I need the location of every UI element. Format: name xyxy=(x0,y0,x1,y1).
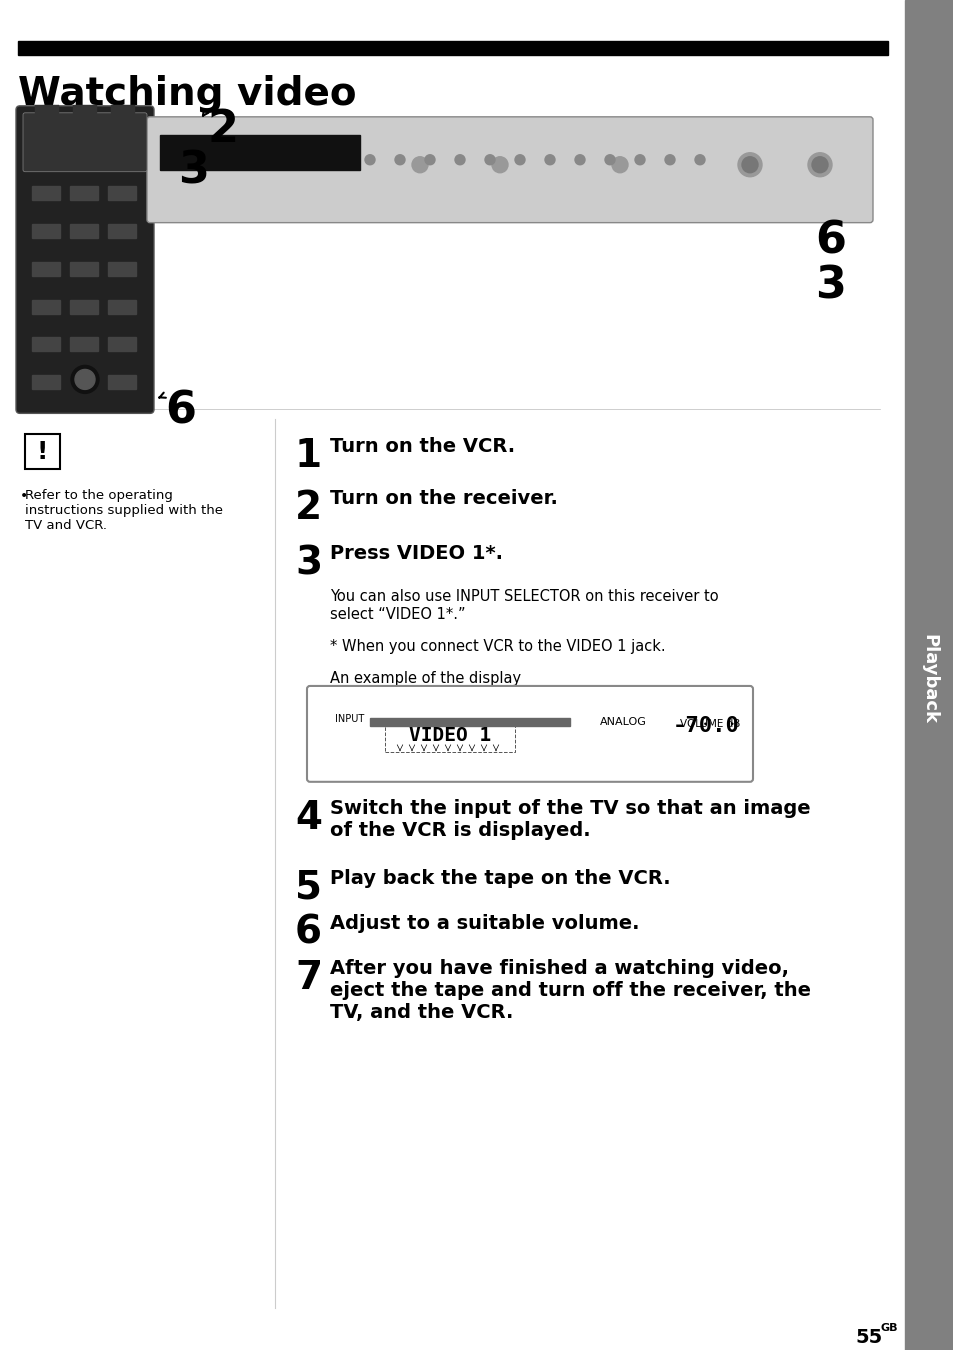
Bar xyxy=(32,338,60,352)
Text: !: ! xyxy=(36,441,48,464)
Bar xyxy=(160,135,359,170)
Text: 3: 3 xyxy=(814,265,845,308)
Text: •: • xyxy=(20,489,29,503)
Circle shape xyxy=(71,365,99,393)
Bar xyxy=(73,135,97,145)
Text: 5: 5 xyxy=(294,869,322,907)
Text: VOLUME dB: VOLUME dB xyxy=(679,719,740,729)
Bar xyxy=(108,376,136,389)
FancyBboxPatch shape xyxy=(307,685,752,781)
Circle shape xyxy=(412,157,428,173)
Circle shape xyxy=(738,153,761,177)
Circle shape xyxy=(612,157,627,173)
FancyBboxPatch shape xyxy=(16,105,153,414)
Bar xyxy=(70,300,98,314)
Text: 2: 2 xyxy=(294,489,322,527)
Circle shape xyxy=(395,154,405,165)
Bar xyxy=(70,223,98,238)
Circle shape xyxy=(811,157,827,173)
Bar xyxy=(70,338,98,352)
Bar xyxy=(108,300,136,314)
Text: 55: 55 xyxy=(854,1328,882,1347)
Bar xyxy=(111,120,135,130)
Bar xyxy=(25,434,60,469)
Text: 3: 3 xyxy=(294,544,322,583)
Text: 1: 1 xyxy=(294,437,322,476)
Text: 7: 7 xyxy=(294,959,322,996)
Text: Refer to the operating
instructions supplied with the
TV and VCR.: Refer to the operating instructions supp… xyxy=(25,489,223,533)
Bar xyxy=(111,135,135,145)
Circle shape xyxy=(695,154,704,165)
Bar xyxy=(73,105,97,115)
Circle shape xyxy=(575,154,584,165)
Text: 6: 6 xyxy=(165,389,195,433)
Bar xyxy=(35,135,59,145)
Text: * When you connect VCR to the VIDEO 1 jack.: * When you connect VCR to the VIDEO 1 ja… xyxy=(330,639,665,654)
Text: 6: 6 xyxy=(294,914,322,952)
Bar xyxy=(70,185,98,200)
Circle shape xyxy=(604,154,615,165)
Text: 4: 4 xyxy=(294,799,322,837)
Bar xyxy=(35,120,59,130)
Bar xyxy=(18,41,887,55)
Circle shape xyxy=(664,154,675,165)
Bar xyxy=(35,150,59,160)
FancyBboxPatch shape xyxy=(147,116,872,223)
Text: Turn on the VCR.: Turn on the VCR. xyxy=(330,437,515,457)
Bar xyxy=(108,338,136,352)
Bar xyxy=(370,718,569,726)
Circle shape xyxy=(424,154,435,165)
Bar xyxy=(32,261,60,276)
Circle shape xyxy=(455,154,464,165)
FancyBboxPatch shape xyxy=(23,112,147,172)
Text: Watching video: Watching video xyxy=(18,74,356,112)
Text: INPUT: INPUT xyxy=(335,714,364,723)
Bar xyxy=(108,261,136,276)
Text: Switch the input of the TV so that an image
of the VCR is displayed.: Switch the input of the TV so that an im… xyxy=(330,799,810,840)
Bar xyxy=(73,120,97,130)
Circle shape xyxy=(544,154,555,165)
Text: After you have finished a watching video,
eject the tape and turn off the receiv: After you have finished a watching video… xyxy=(330,959,810,1022)
Text: Turn on the receiver.: Turn on the receiver. xyxy=(330,489,558,508)
Text: Press VIDEO 1*.: Press VIDEO 1*. xyxy=(330,544,502,564)
Circle shape xyxy=(484,154,495,165)
Text: 3: 3 xyxy=(178,150,209,193)
Bar xyxy=(111,105,135,115)
Circle shape xyxy=(741,157,758,173)
Bar xyxy=(35,105,59,115)
Text: Playback: Playback xyxy=(919,634,937,723)
Bar xyxy=(111,150,135,160)
Bar xyxy=(904,0,953,1349)
Bar xyxy=(32,223,60,238)
Bar xyxy=(108,185,136,200)
Text: GB: GB xyxy=(880,1324,898,1333)
Text: Play back the tape on the VCR.: Play back the tape on the VCR. xyxy=(330,869,670,888)
Bar xyxy=(32,300,60,314)
Text: An example of the display: An example of the display xyxy=(330,671,520,685)
Circle shape xyxy=(515,154,524,165)
Circle shape xyxy=(75,369,95,389)
Text: Adjust to a suitable volume.: Adjust to a suitable volume. xyxy=(330,914,639,933)
Text: VIDEO 1: VIDEO 1 xyxy=(409,726,491,745)
Text: -70.0: -70.0 xyxy=(673,717,740,735)
Text: 2: 2 xyxy=(208,108,239,151)
Bar xyxy=(32,185,60,200)
Circle shape xyxy=(365,154,375,165)
Text: 6: 6 xyxy=(814,219,845,262)
Text: You can also use INPUT SELECTOR on this receiver to
select “VIDEO 1*.”: You can also use INPUT SELECTOR on this … xyxy=(330,589,718,622)
Bar xyxy=(108,223,136,238)
Circle shape xyxy=(635,154,644,165)
Bar xyxy=(32,376,60,389)
Bar xyxy=(385,719,515,752)
Text: ANALOG: ANALOG xyxy=(599,717,646,727)
Circle shape xyxy=(807,153,831,177)
Circle shape xyxy=(492,157,507,173)
Bar xyxy=(70,261,98,276)
Bar xyxy=(73,150,97,160)
